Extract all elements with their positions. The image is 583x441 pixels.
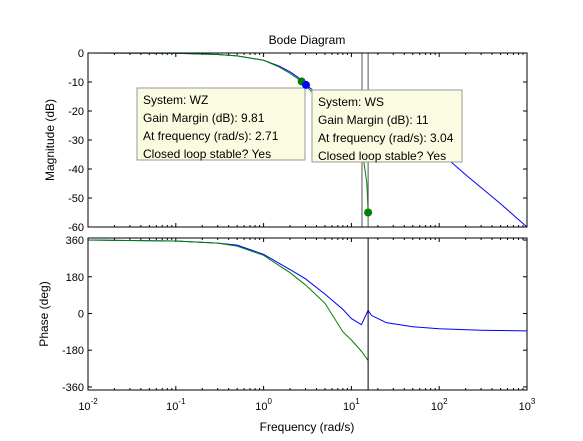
y-tick-label: 180 — [66, 272, 84, 284]
datatip-text: Closed loop stable? Yes — [318, 149, 446, 163]
y-tick-label: -360 — [62, 382, 84, 394]
axes: 360 180 0 -180 -360 10-2 10-1 100 101 102 103 — [62, 235, 536, 413]
datatip-text: Gain Margin (dB): 9.81 — [143, 111, 265, 125]
datatip: System: WZ Gain Margin (dB): 9.81 At frequ… — [136, 87, 306, 161]
y-tick-label: -40 — [68, 164, 84, 176]
datatip-text: System: WZ — [143, 93, 208, 107]
marker — [364, 208, 373, 217]
datatip-text: Closed loop stable? Yes — [143, 147, 271, 161]
plot-area — [88, 238, 527, 390]
x-tick-label: 100 — [255, 397, 272, 413]
y-tick-label: -30 — [68, 135, 84, 147]
y-axis-label: Phase (deg) — [37, 281, 51, 346]
axes-frame — [87, 237, 528, 391]
datatip: System: WS Gain Margin (dB): 11 At frequen… — [311, 89, 463, 163]
datatip-marker — [301, 80, 310, 89]
datatip-text: At frequency (rad/s): 3.04 — [318, 131, 454, 145]
datatip-text: System: WS — [318, 95, 384, 109]
datatip-box — [136, 87, 306, 161]
x-tick-label: 10-2 — [78, 397, 98, 413]
datatip-text: Gain Margin (dB): 11 — [318, 113, 429, 127]
y-tick-label: -20 — [68, 106, 84, 118]
y-tick-label: 360 — [66, 235, 84, 247]
x-tick-label: 101 — [343, 397, 360, 413]
y-tick-label: -10 — [68, 77, 84, 89]
x-axis-label: Frequency (rad/s) — [260, 420, 355, 434]
axes-frame — [87, 52, 528, 228]
y-tick-label: -50 — [68, 193, 84, 205]
x-tick-label: 10-1 — [166, 397, 186, 413]
y-tick-label: 0 — [78, 48, 84, 60]
datatip-text: At frequency (rad/s): 2.71 — [143, 129, 279, 143]
datatip-box — [311, 89, 463, 163]
series-line — [88, 239, 369, 361]
y-tick-label: -60 — [68, 222, 84, 234]
y-tick-label: 0 — [78, 308, 84, 320]
chart-title: Bode Diagram — [269, 33, 346, 47]
x-tick-label: 102 — [431, 397, 448, 413]
x-tick-label: 103 — [519, 397, 536, 413]
series-line — [88, 239, 527, 332]
y-axis-label: Magnitude (dB) — [43, 99, 57, 181]
y-tick-label: -180 — [62, 345, 84, 357]
